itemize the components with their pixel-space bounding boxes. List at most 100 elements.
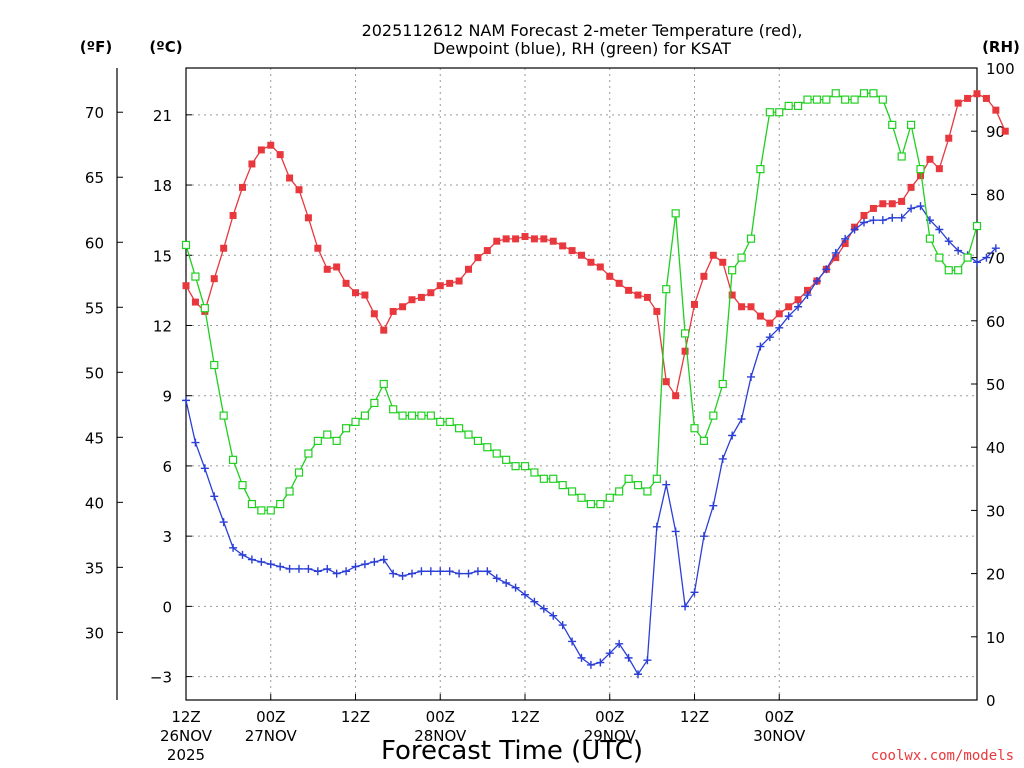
temperature-point [691, 300, 698, 308]
rh-point [304, 449, 313, 458]
dewpoint-point [521, 590, 529, 599]
rh-point [793, 101, 803, 111]
dewpoint-point [643, 656, 652, 665]
temperature-point [568, 247, 576, 255]
rh-point [351, 417, 360, 427]
rh-point [859, 89, 869, 98]
rh-point [247, 499, 257, 509]
dewpoint-point [652, 522, 661, 531]
fahrenheit-tick-label: 70 [85, 104, 104, 122]
temperature-point [973, 90, 981, 98]
rh-point [699, 436, 709, 445]
dewpoint-point [624, 653, 633, 662]
temperature-point [982, 94, 990, 102]
dewpoint-point [822, 265, 831, 274]
dewpoint-point [417, 567, 426, 576]
rh-tick-label: 60 [986, 313, 1005, 331]
rh-point [954, 266, 963, 275]
rh-point [191, 272, 200, 281]
temperature-line [185, 92, 1006, 398]
dewpoint-point [869, 216, 878, 225]
dewpoint-point [756, 342, 765, 351]
temperature-point [248, 160, 256, 168]
temperature-point [352, 289, 359, 297]
temperature-point [917, 172, 924, 180]
celsius-tick-label: 3 [162, 528, 172, 546]
rh-point [728, 266, 737, 275]
temperature-point [182, 282, 190, 290]
grid-layer [186, 68, 977, 700]
time-tick-date-label: 29NOV [584, 727, 637, 745]
rh-tick-label: 10 [986, 629, 1005, 647]
temperature-point [276, 151, 284, 159]
time-tick-hour-label: 00Z [595, 708, 624, 726]
celsius-axis-unit: (ºC) [149, 38, 182, 56]
dewpoint-point [426, 567, 435, 576]
dewpoint-point [775, 323, 784, 332]
rh-tick-label: 100 [986, 60, 1015, 78]
dewpoint-point [530, 597, 539, 606]
celsius-tick-label: 12 [153, 317, 172, 335]
dewpoint-point [436, 567, 445, 576]
dewpoint-point [794, 302, 803, 311]
rh-point [718, 379, 727, 389]
dewpoint-point [502, 578, 511, 587]
rh-line [185, 92, 978, 512]
rh-point [558, 481, 567, 490]
temperature-point [653, 307, 661, 315]
temperature-point [474, 254, 482, 262]
dewpoint-point [878, 216, 887, 225]
temperature-point [606, 272, 614, 280]
rh-point [389, 405, 398, 414]
dewpoint-point [313, 567, 322, 576]
temperature-point [615, 279, 623, 287]
dewpoint-point [464, 569, 473, 578]
dewpoint-point [370, 557, 379, 566]
temperature-point [417, 293, 425, 301]
time-tick-hour-label: 00Z [256, 708, 285, 726]
rh-point [652, 474, 661, 483]
rh-point [502, 455, 511, 464]
fahrenheit-axis-unit: (ºF) [80, 38, 112, 56]
credit-link[interactable]: coolwx.com/models [871, 748, 1014, 764]
temperature-point [455, 277, 463, 285]
celsius-tick-label: 0 [162, 598, 172, 616]
dewpoint-point [916, 202, 925, 211]
rh-point [850, 95, 859, 104]
temperature-point [493, 237, 501, 245]
temperature-point [634, 291, 642, 299]
rh-point [323, 430, 332, 439]
dewpoint-point [784, 312, 793, 321]
dewpoint-point [511, 583, 520, 592]
dewpoint-point [304, 564, 313, 573]
dewpoint-point [191, 438, 200, 447]
rh-point [360, 411, 370, 420]
dewpoint-point [747, 372, 755, 381]
dewpoint-point [539, 604, 548, 613]
rh-point [219, 411, 228, 420]
rh-point [888, 120, 897, 129]
dewpoint-point [285, 564, 294, 573]
rh-point [643, 487, 652, 496]
dewpoint-point [662, 480, 671, 489]
temperature-point [728, 291, 736, 299]
dewpoint-point [473, 567, 482, 576]
dewpoint-point [332, 569, 341, 578]
dewpoint-point [954, 246, 963, 255]
temperature-point [879, 200, 887, 208]
temperature-point [747, 303, 755, 311]
rh-point [633, 481, 643, 490]
dewpoint-point [360, 560, 369, 569]
rh-point [464, 430, 473, 439]
dewpoint-point [803, 291, 812, 300]
fahrenheit-tick-label: 50 [85, 364, 104, 382]
temperature-point [672, 392, 680, 400]
fahrenheit-tick-label: 45 [85, 429, 104, 447]
temperature-point [775, 310, 783, 318]
temperature-point [446, 279, 454, 287]
rh-point [972, 221, 982, 231]
rh-point [680, 329, 690, 338]
dewpoint-point [812, 277, 821, 286]
rh-point [398, 411, 407, 420]
temperature-point [709, 251, 717, 259]
